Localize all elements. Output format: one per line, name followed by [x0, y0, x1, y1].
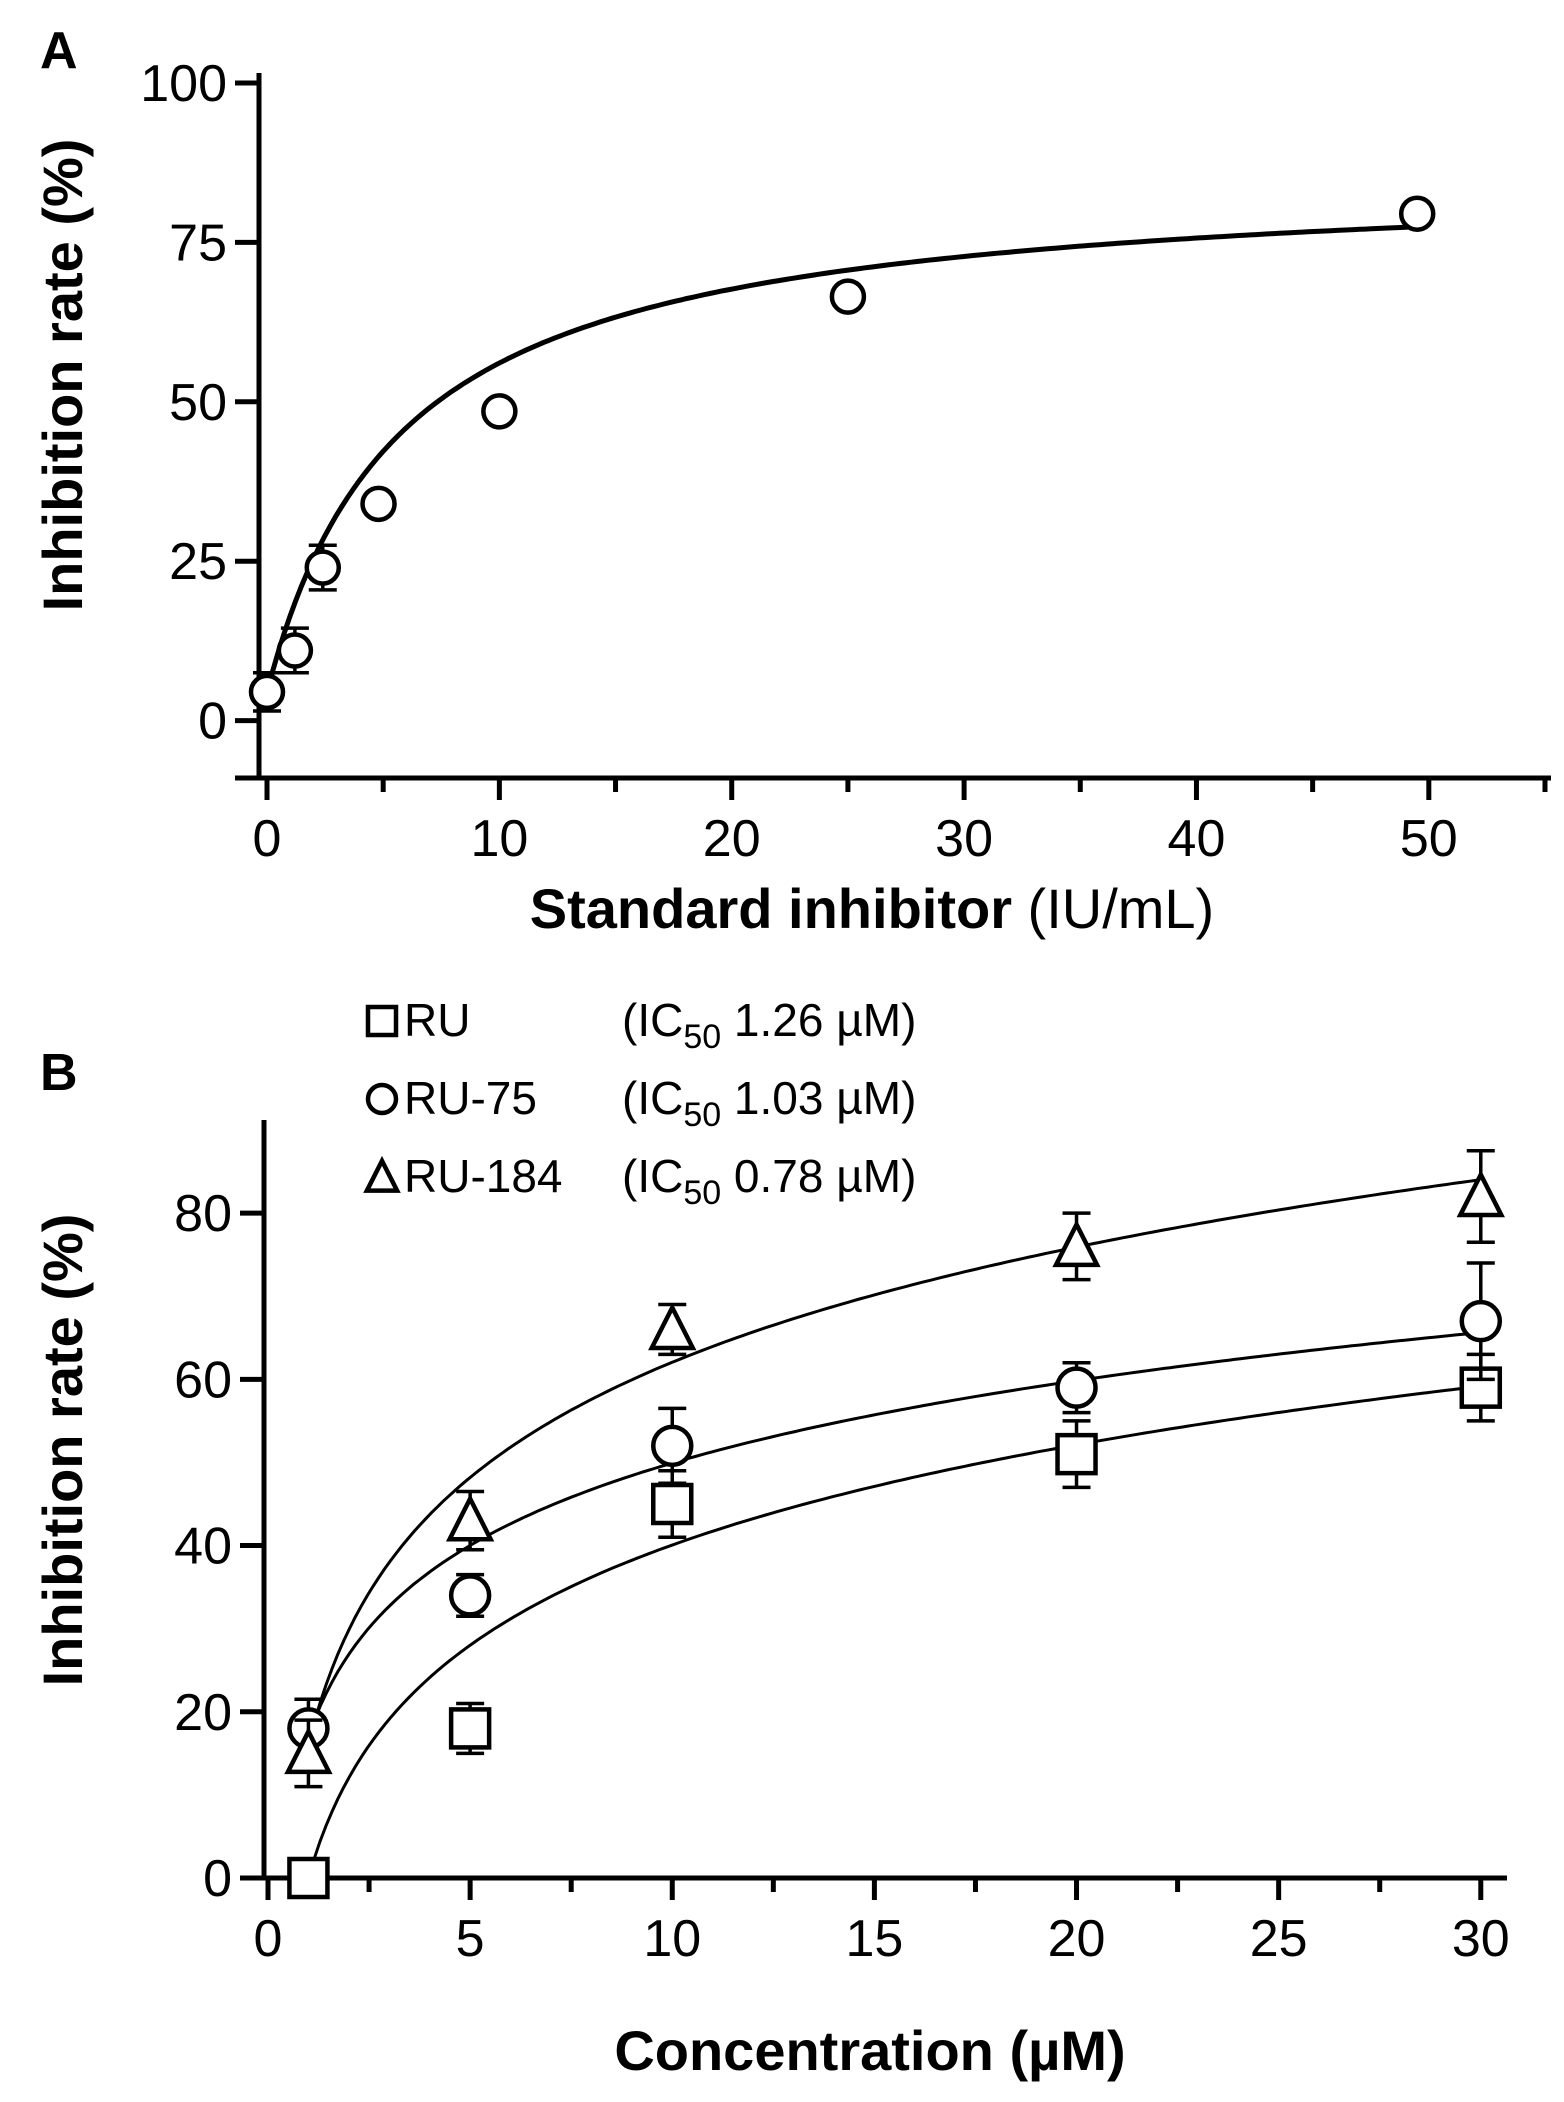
legend-ic50-ru-184: (IC50 0.78 µM) — [622, 1150, 916, 1212]
panel-b-x-tick-label: 0 — [254, 1910, 283, 1968]
panel-a-y-tick-label: 25 — [169, 533, 227, 591]
legend-label-ru-75: RU-75 — [404, 1072, 537, 1124]
panel-a-point-standard-inhibitor — [276, 632, 314, 669]
legend-ic50-subscript: 50 — [683, 1096, 721, 1134]
panel-b-point-ru-184 — [445, 1493, 495, 1542]
panel-a-ylabel: Inhibition rate (%) — [31, 139, 94, 612]
panel-b-y-tick-label: 40 — [174, 1518, 232, 1576]
panel-a-fit-curve — [264, 224, 1418, 693]
legend-ic50-prefix: (IC — [622, 1072, 683, 1124]
panel-b-y-tick-label: 60 — [174, 1351, 232, 1409]
panel-b-point-ru — [1055, 1432, 1098, 1476]
panel-b-x-tick-label: 10 — [643, 1910, 701, 1968]
legend-ic50-ru-75: (IC50 1.03 µM) — [622, 1072, 916, 1134]
panel-b-ylabel: Inhibition rate (%) — [31, 1214, 94, 1687]
panel-a-point-standard-inhibitor — [1398, 195, 1436, 232]
legend-label-ru-184: RU-184 — [404, 1150, 563, 1202]
panel-b-legend: RU (IC50 1.26 µM)RU-75 (IC50 1.03 µM)RU-18… — [363, 994, 916, 1212]
panel-a-x-tick-label: 0 — [253, 810, 282, 868]
panel-b-point-ru-184 — [1052, 1219, 1101, 1268]
panel-a-point-standard-inhibitor — [248, 673, 286, 711]
panel-b-point-ru-75 — [448, 1574, 492, 1617]
panel-a-x-tick-label: 50 — [1400, 810, 1458, 868]
legend-ic50-value: 1.26 µM) — [721, 994, 916, 1046]
panel-b-x-tick-label: 15 — [845, 1910, 903, 1968]
panel-b-x-tick-label: 20 — [1048, 1910, 1106, 1968]
panel-b-point-ru-184 — [1456, 1169, 1505, 1218]
panel-a-x-tick-label: 20 — [703, 810, 761, 868]
panel-b-point-ru-184 — [284, 1726, 333, 1775]
panel-a-y-tick-label: 75 — [169, 214, 227, 272]
panel-a-point-standard-inhibitor — [304, 549, 342, 586]
panel-a-point-standard-inhibitor — [829, 278, 867, 315]
panel-a-x-tick-label: 40 — [1168, 810, 1226, 868]
panel-b-y-tick-label: 20 — [174, 1684, 232, 1742]
panel-a-point-standard-inhibitor — [481, 393, 518, 430]
legend-marker-ru — [365, 1004, 399, 1038]
legend-ic50-value: 0.78 µM) — [721, 1150, 916, 1202]
legend-ic50-subscript: 50 — [683, 1018, 721, 1056]
panel-b-point-ru — [287, 1856, 330, 1900]
panel-b-x-tick-label: 5 — [456, 1910, 485, 1968]
panel-b-y-tick-label: 80 — [174, 1185, 232, 1243]
legend-ic50-value: 1.03 µM) — [721, 1072, 916, 1124]
legend-ic50-ru: (IC50 1.26 µM) — [622, 994, 916, 1056]
panel-b-point-ru-184 — [648, 1302, 697, 1351]
panel-a-xlabel: Standard inhibitor (IU/mL) — [530, 877, 1214, 940]
legend-ic50-prefix: (IC — [622, 994, 683, 1046]
panel-a-xlabel-bold: Standard inhibitor — [530, 877, 1012, 940]
panel-b-point-ru — [651, 1482, 694, 1526]
panel-b-chart: 0 20 40 60 80 0 5 10 15 20 25 30 — [174, 1120, 1510, 1968]
panel-a-x-tick-label: 30 — [935, 810, 993, 868]
panel-a-x-tick-label: 10 — [470, 810, 528, 868]
panel-a-letter: A — [40, 22, 78, 80]
panel-b-point-ru-75 — [1459, 1299, 1503, 1343]
panel-a-xlabel-unit: (IU/mL) — [1012, 877, 1214, 940]
panel-b-point-ru-75 — [1055, 1366, 1098, 1409]
panel-b-fit-curve-ru-184 — [306, 1178, 1482, 1746]
panel-b-point-ru-75 — [651, 1424, 694, 1468]
panel-b-fit-curve-ru-75 — [306, 1331, 1481, 1738]
panel-a-y-tick-label: 100 — [140, 55, 227, 113]
panel-b-fit-curve-ru — [306, 1384, 1481, 1879]
panel-a-y-tick-label: 50 — [169, 374, 227, 432]
legend-marker-ru-184 — [363, 1155, 401, 1193]
panel-a-point-standard-inhibitor — [360, 485, 397, 523]
panel-b-y-tick-label: 0 — [203, 1850, 232, 1908]
legend-marker-ru-75 — [365, 1082, 399, 1116]
legend-ic50-prefix: (IC — [622, 1150, 683, 1202]
panel-b-point-ru — [448, 1707, 492, 1750]
legend-ic50-subscript: 50 — [683, 1174, 721, 1212]
panel-b-letter: B — [40, 1044, 78, 1102]
panel-b-x-tick-label: 25 — [1250, 1910, 1308, 1968]
panel-b-xlabel: Concentration (µM) — [614, 2019, 1125, 2082]
panel-a-chart: 0 25 50 75 100 0 10 20 30 40 50 — [140, 55, 1551, 868]
panel-b-x-tick-label: 30 — [1452, 1910, 1510, 1968]
legend-label-ru: RU — [404, 994, 470, 1046]
panel-a-y-tick-label: 0 — [198, 693, 227, 751]
